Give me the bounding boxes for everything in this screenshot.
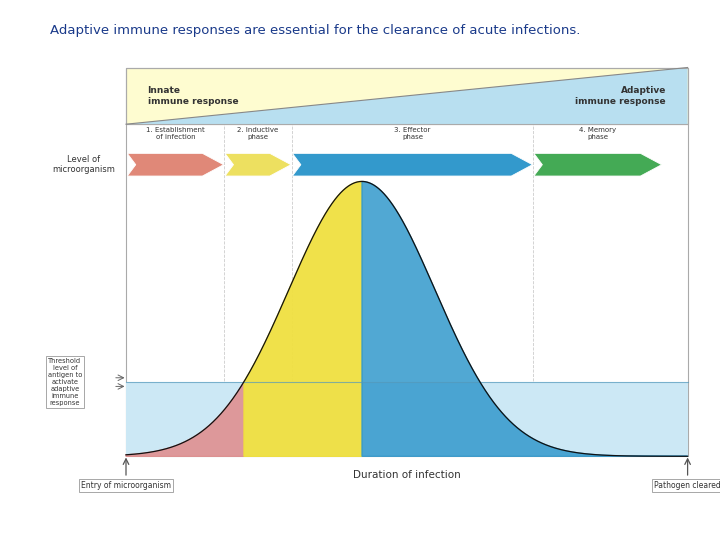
Text: Adaptive immune responses are essential for the clearance of acute infections.: Adaptive immune responses are essential …	[50, 24, 581, 37]
Bar	[126, 382, 688, 456]
Polygon shape	[534, 153, 662, 176]
Bar	[126, 68, 688, 124]
Text: 1. Establishment
of infection: 1. Establishment of infection	[146, 127, 204, 140]
Text: Adaptive
immune response: Adaptive immune response	[575, 86, 666, 105]
Polygon shape	[225, 153, 291, 176]
Text: 3. Effector
phase: 3. Effector phase	[395, 127, 431, 140]
Bar	[126, 124, 688, 456]
Text: Pathogen cleared: Pathogen cleared	[654, 481, 720, 490]
Polygon shape	[244, 181, 361, 456]
Bar	[126, 68, 688, 124]
Text: 2. Inductive
phase: 2. Inductive phase	[238, 127, 279, 140]
Polygon shape	[362, 181, 688, 456]
Text: Entry of microorganism: Entry of microorganism	[81, 481, 171, 490]
Text: Threshold
level of
antigen to
activate
adaptive
immune
response: Threshold level of antigen to activate a…	[48, 358, 82, 406]
Text: Level of
microorganism: Level of microorganism	[53, 155, 115, 174]
Text: Innate
immune response: Innate immune response	[148, 86, 238, 105]
Polygon shape	[126, 382, 243, 456]
Polygon shape	[126, 68, 688, 124]
Polygon shape	[292, 153, 532, 176]
Text: Duration of infection: Duration of infection	[353, 470, 461, 480]
Polygon shape	[127, 153, 223, 176]
Text: 4. Memory
phase: 4. Memory phase	[579, 127, 616, 140]
